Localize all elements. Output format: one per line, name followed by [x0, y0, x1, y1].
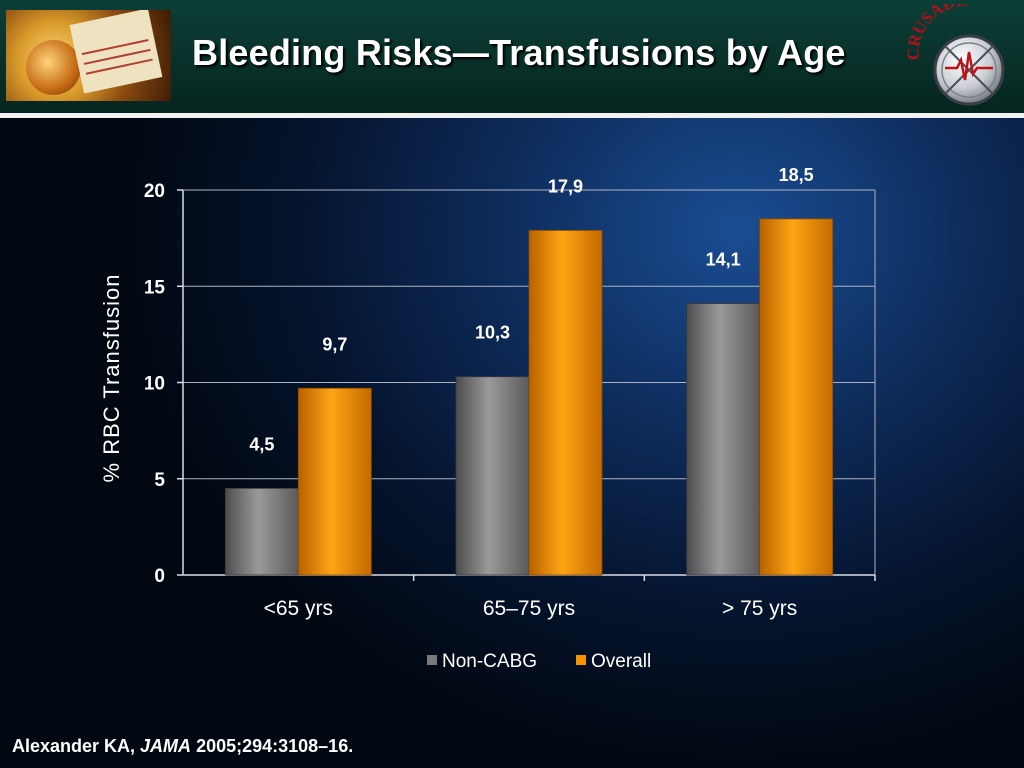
blood-bag-icon: [26, 40, 81, 95]
x-tick-label-0: <65 yrs: [264, 597, 333, 620]
y-tick-label-15: 15: [144, 277, 166, 298]
citation: Alexander KA, JAMA 2005;294:3108–16.: [12, 736, 353, 757]
legend-swatch-overall: [576, 655, 586, 665]
data-label-overall-1: 17,9: [548, 176, 583, 196]
bar-overall-0: [297, 387, 372, 576]
y-tick-label-10: 10: [144, 374, 165, 395]
x-tick-label-1: 65–75 yrs: [483, 597, 575, 620]
bar-non-cabg-0: [224, 487, 299, 576]
bar-non-cabg-2: [686, 303, 761, 576]
data-label-overall-0: 9,7: [322, 334, 347, 354]
data-label-non-cabg-2: 14,1: [706, 250, 741, 270]
slide-title: Bleeding Risks—Transfusions by Age: [192, 32, 846, 73]
data-label-non-cabg-0: 4,5: [249, 434, 274, 454]
header-divider: [0, 113, 1024, 118]
citation-author: Alexander KA,: [12, 736, 141, 756]
legend-swatch-non-cabg: [427, 655, 437, 665]
y-tick-label-20: 20: [144, 181, 165, 202]
bar-overall-2: [759, 218, 834, 576]
x-tick-label-2: > 75 yrs: [722, 597, 797, 620]
legend-label-non-cabg: Non-CABG: [442, 651, 537, 672]
data-label-overall-2: 18,5: [779, 165, 814, 185]
citation-details: 2005;294:3108–16.: [191, 736, 354, 756]
y-axis-label: % RBC Transfusion: [99, 274, 124, 483]
ecg-heartbeat-icon: [945, 51, 993, 81]
data-label-non-cabg-1: 10,3: [475, 323, 510, 343]
y-tick-label-0: 0: [154, 566, 165, 587]
bar-overall-1: [528, 230, 603, 576]
citation-journal: JAMA: [140, 736, 192, 756]
bar-non-cabg-1: [455, 376, 530, 576]
transfusion-photo: [6, 10, 171, 101]
y-tick-label-5: 5: [154, 470, 165, 491]
crusade-logo: CRUSADE: [905, 4, 1005, 106]
legend-label-overall: Overall: [591, 651, 651, 672]
